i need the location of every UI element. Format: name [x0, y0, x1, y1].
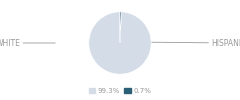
- Text: HISPANIC: HISPANIC: [130, 38, 240, 48]
- Text: WHITE: WHITE: [0, 38, 55, 48]
- Wedge shape: [120, 12, 121, 43]
- Legend: 99.3%, 0.7%: 99.3%, 0.7%: [86, 85, 154, 96]
- Wedge shape: [89, 12, 151, 74]
